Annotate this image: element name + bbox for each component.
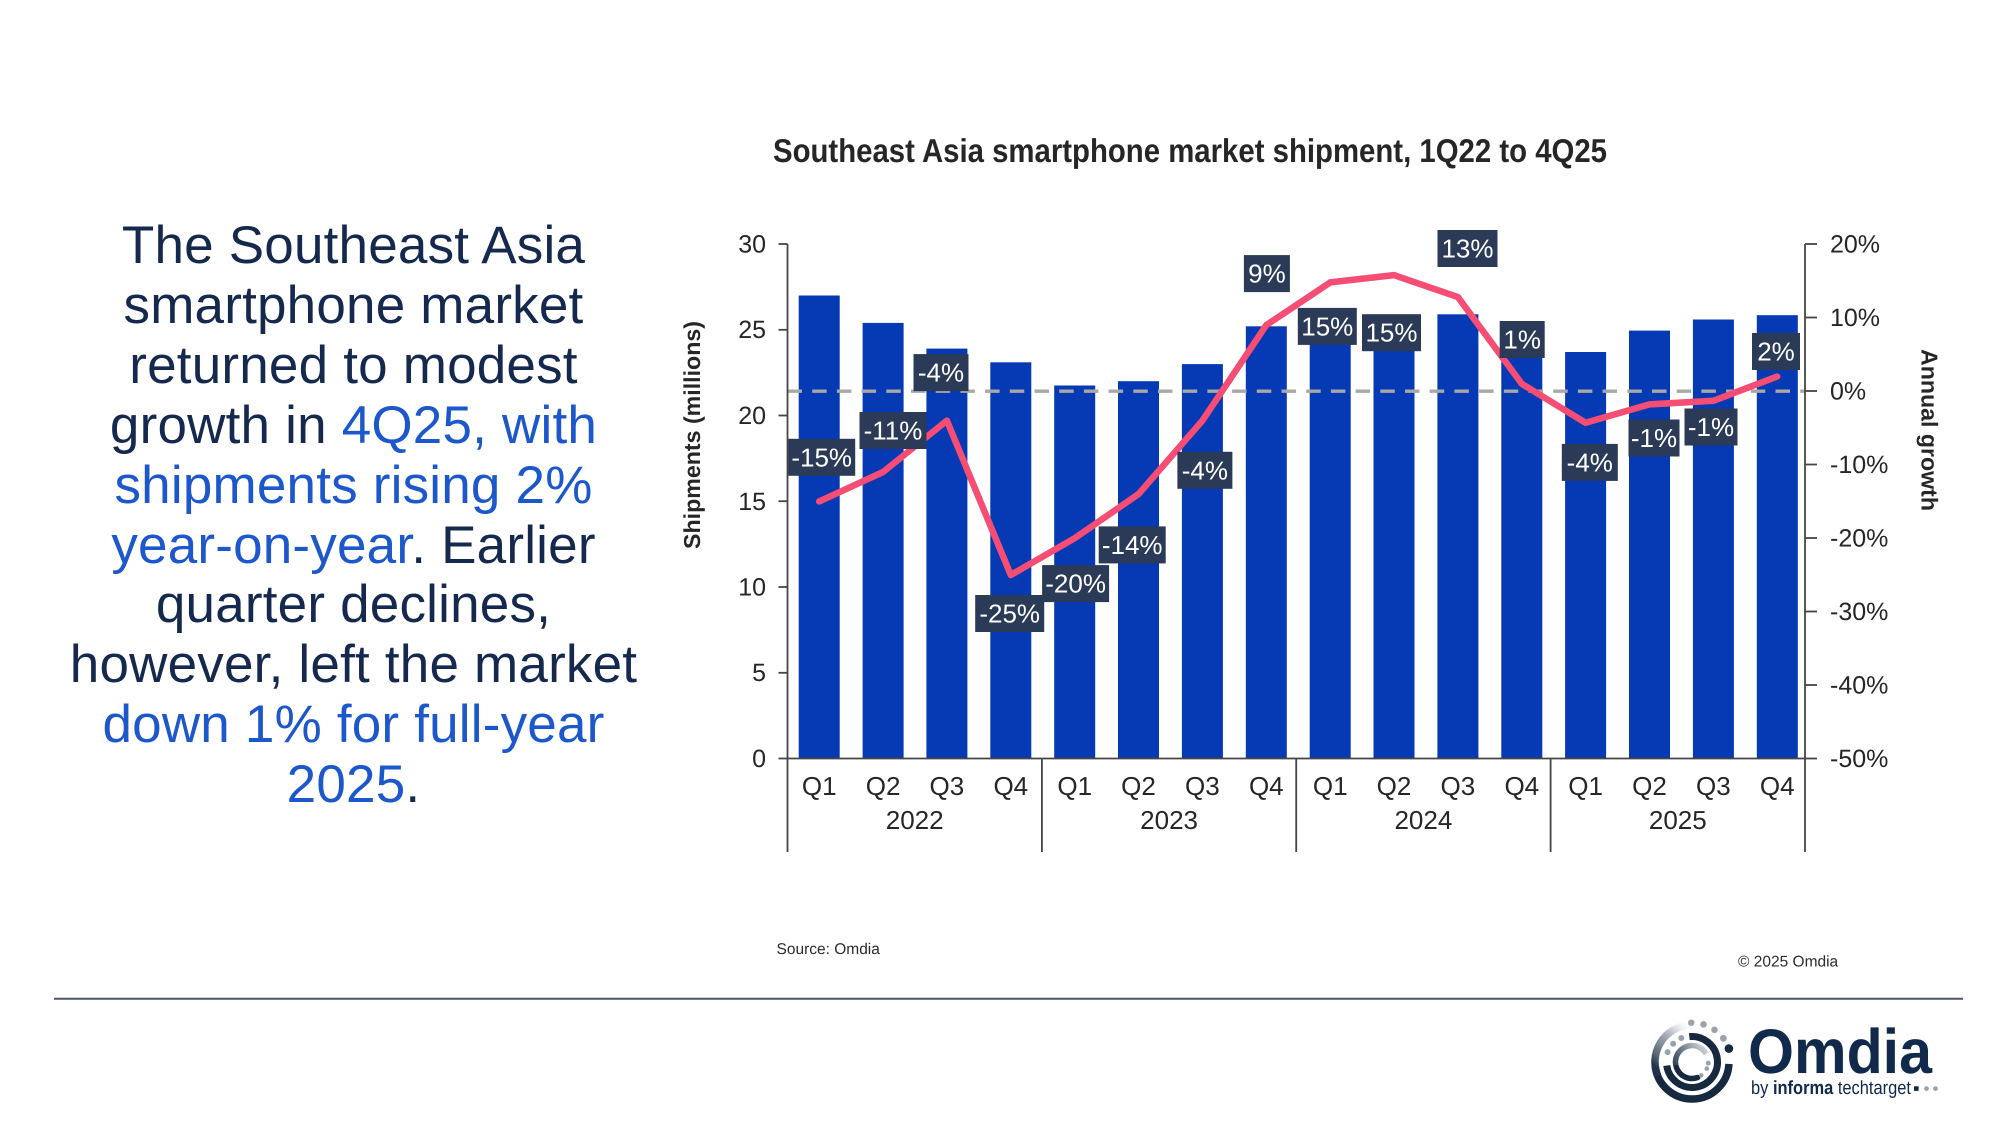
- svg-text:Q4: Q4: [993, 771, 1028, 801]
- svg-text:15%: 15%: [1365, 318, 1417, 348]
- svg-text:Q1: Q1: [1568, 771, 1603, 801]
- svg-text:15%: 15%: [1301, 311, 1353, 341]
- svg-text:by informa techtarget: by informa techtarget: [1751, 1078, 1912, 1099]
- svg-text:20: 20: [738, 402, 766, 430]
- svg-text:Q3: Q3: [930, 771, 965, 801]
- svg-text:-50%: -50%: [1830, 745, 1888, 773]
- svg-text:2%: 2%: [1757, 337, 1795, 367]
- svg-text:Q1: Q1: [1057, 771, 1092, 801]
- svg-text:1%: 1%: [1503, 325, 1541, 355]
- svg-text:-20%: -20%: [1045, 569, 1106, 599]
- svg-text:Omdia: Omdia: [1748, 1017, 1933, 1087]
- svg-text:13%: 13%: [1441, 234, 1493, 264]
- svg-text:2025: 2025: [1649, 805, 1707, 835]
- svg-text:-40%: -40%: [1830, 672, 1888, 700]
- svg-text:9%: 9%: [1248, 259, 1286, 289]
- svg-text:15: 15: [738, 488, 766, 516]
- svg-text:30: 30: [738, 231, 766, 259]
- svg-text:Southeast Asia smartphone mark: Southeast Asia smartphone market shipmen…: [773, 132, 1607, 169]
- svg-text:-4%: -4%: [918, 358, 964, 388]
- svg-text:-11%: -11%: [864, 416, 923, 446]
- svg-text:5: 5: [752, 659, 766, 687]
- svg-text:Q3: Q3: [1441, 771, 1476, 801]
- svg-text:-1%: -1%: [1631, 423, 1677, 453]
- svg-text:0: 0: [752, 745, 766, 773]
- svg-text:Q4: Q4: [1504, 771, 1539, 801]
- svg-text:Q4: Q4: [1249, 771, 1284, 801]
- svg-text:-10%: -10%: [1830, 451, 1888, 479]
- svg-text:20%: 20%: [1830, 231, 1880, 259]
- svg-text:-15%: -15%: [791, 442, 852, 472]
- svg-text:2024: 2024: [1394, 805, 1452, 835]
- svg-text:Q2: Q2: [1121, 771, 1156, 801]
- svg-text:Q2: Q2: [866, 771, 901, 801]
- svg-text:Annual growth: Annual growth: [1917, 349, 1943, 511]
- svg-text:Source: Omdia: Source: Omdia: [777, 941, 881, 958]
- svg-text:Q4: Q4: [1760, 771, 1795, 801]
- svg-text:2023: 2023: [1140, 805, 1198, 835]
- svg-text:Q1: Q1: [802, 771, 837, 801]
- svg-text:0%: 0%: [1830, 378, 1866, 406]
- svg-text:Q2: Q2: [1377, 771, 1412, 801]
- svg-text:-14%: -14%: [1102, 530, 1163, 560]
- svg-text:10%: 10%: [1830, 304, 1880, 332]
- svg-text:25: 25: [738, 316, 766, 344]
- svg-text:Q1: Q1: [1313, 771, 1348, 801]
- svg-text:10: 10: [738, 574, 766, 602]
- svg-text:-1%: -1%: [1688, 412, 1734, 442]
- svg-text:Q3: Q3: [1696, 771, 1731, 801]
- svg-text:-4%: -4%: [1567, 447, 1613, 477]
- svg-text:-30%: -30%: [1830, 598, 1888, 626]
- svg-text:-4%: -4%: [1182, 455, 1228, 485]
- svg-text:2022: 2022: [886, 805, 944, 835]
- svg-text:Q3: Q3: [1185, 771, 1220, 801]
- svg-text:-25%: -25%: [979, 599, 1040, 629]
- svg-text:Q2: Q2: [1632, 771, 1667, 801]
- svg-text:Shipments (millions): Shipments (millions): [679, 321, 705, 549]
- svg-text:© 2025 Omdia: © 2025 Omdia: [1738, 954, 1839, 971]
- svg-text:-20%: -20%: [1830, 525, 1888, 553]
